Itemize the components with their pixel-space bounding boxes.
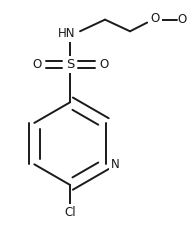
Text: N: N <box>111 158 120 171</box>
Text: HN: HN <box>57 27 75 40</box>
Text: O: O <box>32 58 41 71</box>
Text: O: O <box>178 13 187 26</box>
Text: Cl: Cl <box>64 206 76 219</box>
Text: O: O <box>99 58 108 71</box>
Text: S: S <box>66 58 74 71</box>
Text: O: O <box>150 12 160 25</box>
